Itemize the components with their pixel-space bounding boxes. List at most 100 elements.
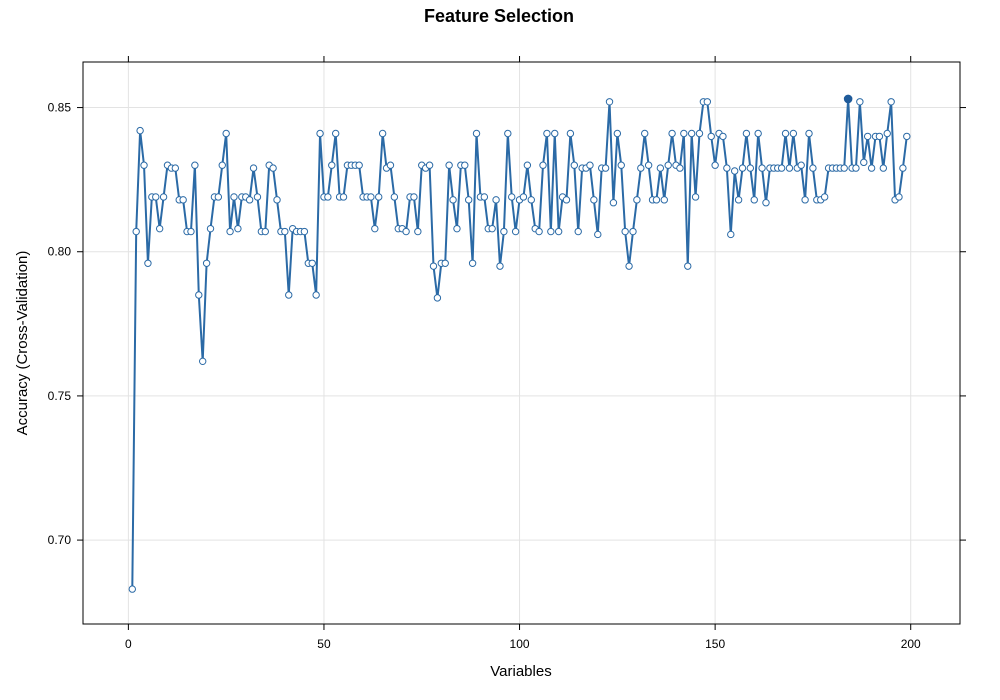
data-point bbox=[594, 230, 602, 239]
data-point bbox=[425, 161, 434, 169]
data-point bbox=[441, 259, 449, 267]
data-point bbox=[191, 161, 199, 169]
data-point bbox=[711, 161, 719, 169]
data-point bbox=[328, 161, 336, 169]
data-point bbox=[324, 193, 332, 201]
data-point bbox=[187, 227, 195, 236]
data-point bbox=[734, 196, 743, 204]
data-point bbox=[261, 227, 269, 236]
data-point bbox=[566, 129, 575, 138]
data-point bbox=[652, 196, 661, 204]
data-point bbox=[551, 129, 559, 138]
data-point bbox=[472, 129, 481, 138]
data-point bbox=[691, 193, 700, 201]
data-points bbox=[128, 94, 911, 593]
data-point bbox=[136, 126, 144, 135]
data-point bbox=[852, 164, 860, 172]
data-point bbox=[253, 193, 262, 201]
data-point bbox=[449, 196, 457, 204]
data-point bbox=[371, 224, 379, 233]
data-point bbox=[883, 129, 891, 138]
data-point bbox=[750, 196, 758, 204]
y-tick-label-1: 0.75 bbox=[48, 389, 72, 403]
data-point bbox=[500, 227, 508, 236]
data-point bbox=[863, 132, 872, 141]
data-point bbox=[684, 262, 692, 270]
data-point bbox=[789, 129, 798, 138]
data-point bbox=[695, 129, 704, 138]
data-point bbox=[543, 129, 551, 138]
data-point bbox=[269, 164, 277, 172]
data-point bbox=[273, 196, 281, 204]
data-point bbox=[402, 227, 410, 236]
data-point bbox=[480, 193, 489, 201]
y-tick-labels: 0.70 0.75 0.80 0.85 bbox=[48, 101, 72, 548]
data-point bbox=[140, 161, 148, 169]
plot-frame bbox=[82, 61, 961, 625]
data-point bbox=[218, 161, 226, 169]
data-point bbox=[453, 224, 461, 233]
data-point bbox=[676, 164, 684, 172]
data-point bbox=[860, 158, 868, 167]
data-point bbox=[461, 161, 469, 169]
data-point bbox=[195, 291, 203, 299]
data-point bbox=[590, 196, 598, 204]
data-point bbox=[171, 164, 180, 172]
data-point bbox=[312, 291, 320, 299]
data-point bbox=[664, 161, 672, 169]
data-point bbox=[378, 129, 387, 138]
data-point bbox=[355, 161, 363, 169]
data-point bbox=[856, 98, 864, 106]
data-point bbox=[574, 227, 582, 236]
data-point bbox=[523, 161, 532, 169]
data-point bbox=[429, 262, 438, 270]
data-point-best bbox=[843, 94, 853, 104]
data-point bbox=[707, 132, 715, 141]
data-point bbox=[316, 129, 324, 138]
x-tick-label-1: 50 bbox=[317, 637, 331, 651]
data-point bbox=[687, 129, 696, 138]
data-point bbox=[535, 227, 543, 236]
data-point bbox=[445, 161, 453, 169]
x-tick-labels: 0 50 100 150 200 bbox=[125, 637, 921, 651]
data-point bbox=[719, 132, 727, 141]
x-axis-label: Variables bbox=[490, 663, 551, 680]
data-point bbox=[601, 164, 610, 172]
data-point bbox=[875, 132, 884, 141]
data-point bbox=[202, 259, 211, 267]
data-point bbox=[339, 193, 348, 201]
data-point bbox=[159, 193, 168, 201]
y-axis-label: Accuracy (Cross-Validation) bbox=[14, 251, 31, 436]
data-point bbox=[680, 129, 688, 138]
chart-title: Feature Selection bbox=[424, 6, 574, 26]
data-point bbox=[867, 164, 876, 172]
data-point bbox=[386, 161, 395, 169]
data-point bbox=[245, 196, 254, 204]
data-point bbox=[433, 294, 442, 302]
data-point bbox=[805, 129, 813, 138]
data-point bbox=[179, 196, 187, 204]
data-point bbox=[785, 164, 794, 172]
data-point bbox=[206, 224, 215, 233]
data-point bbox=[641, 129, 649, 138]
data-point bbox=[488, 224, 496, 233]
x-tick-label-2: 100 bbox=[510, 637, 530, 651]
data-point bbox=[637, 164, 645, 172]
data-point bbox=[887, 98, 895, 106]
data-point bbox=[777, 164, 786, 172]
data-point bbox=[742, 129, 751, 138]
data-point bbox=[723, 164, 731, 172]
data-point bbox=[730, 167, 739, 175]
y-tick-label-2: 0.80 bbox=[48, 245, 72, 259]
data-point bbox=[144, 259, 152, 267]
data-point bbox=[468, 259, 477, 267]
data-point bbox=[300, 227, 309, 236]
data-point bbox=[155, 224, 164, 233]
data-point bbox=[801, 196, 809, 204]
data-point bbox=[613, 129, 622, 138]
data-point bbox=[527, 196, 535, 204]
data-point bbox=[464, 196, 473, 204]
data-point bbox=[758, 164, 766, 172]
data-point bbox=[738, 164, 747, 172]
data-point bbox=[562, 196, 571, 204]
